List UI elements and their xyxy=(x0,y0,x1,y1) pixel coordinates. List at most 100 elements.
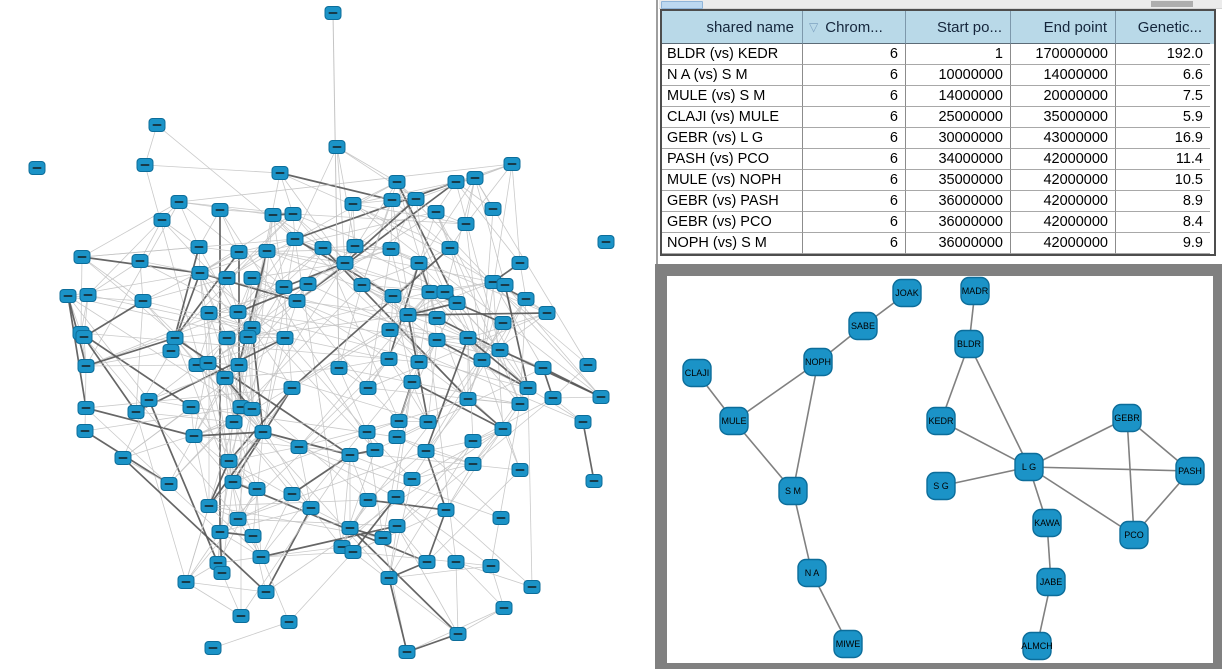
graph-edge xyxy=(207,362,230,462)
graph-node-n-a[interactable] xyxy=(797,558,827,588)
column-header-label: Chrom... xyxy=(825,18,883,36)
filter-icon[interactable]: ▽ xyxy=(809,20,819,34)
table-row[interactable]: PASH (vs) PCO 6 34000000 42000000 11.4 xyxy=(662,149,1214,170)
graph-node-label xyxy=(498,428,508,430)
graph-edge xyxy=(226,181,398,279)
graph-edge xyxy=(228,446,300,462)
graph-edge xyxy=(256,488,262,558)
graph-edge xyxy=(260,525,398,558)
graph-node-label xyxy=(348,551,358,553)
graph-node-jabe[interactable] xyxy=(1036,567,1066,597)
graph-node-bldr[interactable] xyxy=(954,329,984,359)
graph-edge xyxy=(298,420,400,448)
table-row[interactable]: MULE (vs) S M 6 14000000 20000000 7.5 xyxy=(662,86,1214,107)
panel-splitter[interactable] xyxy=(656,0,658,264)
column-header-label: shared name xyxy=(706,18,794,36)
table-row[interactable]: GEBR (vs) PCO 6 36000000 42000000 8.4 xyxy=(662,212,1214,233)
graph-edge xyxy=(396,440,474,527)
table-row[interactable]: BLDR (vs) KEDR 6 1 170000000 192.0 xyxy=(662,44,1214,65)
graph-node-label xyxy=(144,399,154,401)
overview-network-canvas[interactable] xyxy=(0,0,660,669)
graph-node-label xyxy=(583,364,593,366)
graph-edge xyxy=(418,291,431,363)
graph-edge xyxy=(411,463,474,480)
graph-node-miwe[interactable] xyxy=(833,629,863,659)
graph-node-claji[interactable] xyxy=(682,358,712,388)
detail-network-canvas[interactable]: JOAK MADR SABE BLDR NOPH CLAJI MULE KEDR GEBR L G… xyxy=(667,276,1213,663)
cell-value: 42000000 xyxy=(1011,233,1116,254)
graph-edge xyxy=(395,496,505,609)
graph-node-noph[interactable] xyxy=(803,347,833,377)
table-row[interactable]: GEBR (vs) L G 6 30000000 43000000 16.9 xyxy=(662,128,1214,149)
graph-edge xyxy=(233,421,293,495)
graph-node-l-g[interactable] xyxy=(1014,452,1044,482)
graph-node-label xyxy=(515,469,525,471)
graph-edge xyxy=(465,163,513,225)
graph-node-s-g[interactable] xyxy=(926,471,956,501)
graph-node-label xyxy=(81,407,91,409)
column-header-start-position[interactable]: Start po... xyxy=(906,11,1011,44)
graph-edge xyxy=(178,163,513,203)
graph-node-label xyxy=(495,349,505,351)
cell-value: 8.9 xyxy=(1116,191,1210,212)
graph-edge xyxy=(425,398,469,452)
scrollbar-block[interactable] xyxy=(1151,1,1193,7)
graph-edge xyxy=(84,365,87,432)
graph-node-label xyxy=(523,387,533,389)
graph-edge xyxy=(332,12,340,369)
graph-edge xyxy=(185,531,221,583)
horizontal-scrollbar[interactable] xyxy=(659,0,1222,9)
graph-edge xyxy=(122,457,267,593)
graph-node-joak[interactable] xyxy=(892,278,922,308)
graph-node-pash[interactable] xyxy=(1175,456,1205,486)
graph-node-label xyxy=(500,284,510,286)
graph-edge xyxy=(336,146,398,183)
table-row[interactable]: CLAJI (vs) MULE 6 25000000 35000000 5.9 xyxy=(662,107,1214,128)
graph-node-gebr[interactable] xyxy=(1112,403,1142,433)
graph-node-label xyxy=(224,460,234,462)
graph-node-label xyxy=(174,201,184,203)
graph-node-label xyxy=(83,294,93,296)
graph-edge xyxy=(582,421,595,482)
graph-node-mule[interactable] xyxy=(719,406,749,436)
table-row[interactable]: GEBR (vs) PASH 6 36000000 42000000 8.9 xyxy=(662,191,1214,212)
detail-network-canvas-background: JOAK MADR SABE BLDR NOPH CLAJI MULE KEDR GEBR L G… xyxy=(667,276,1213,663)
graph-node-s-m[interactable] xyxy=(778,476,808,506)
graph-edge xyxy=(142,251,240,302)
graph-edge xyxy=(219,209,294,215)
graph-node-label: MULE xyxy=(721,416,746,426)
graph-edge xyxy=(388,440,474,579)
graph-edge xyxy=(388,525,398,579)
graph-edge xyxy=(251,327,293,389)
column-header-genetic[interactable]: Genetic... xyxy=(1116,11,1210,44)
column-header-chromosome[interactable]: ▽ Chrom... xyxy=(803,11,906,44)
cell-shared-name: BLDR (vs) KEDR xyxy=(662,44,803,65)
graph-node-almch[interactable] xyxy=(1022,631,1052,661)
graph-node-sabe[interactable] xyxy=(848,311,878,341)
table-row[interactable]: MULE (vs) NOPH 6 35000000 42000000 10.5 xyxy=(662,170,1214,191)
graph-node-kawa[interactable] xyxy=(1032,508,1062,538)
graph-node-label xyxy=(203,362,213,364)
table-row[interactable]: N A (vs) S M 6 10000000 14000000 6.6 xyxy=(662,65,1214,86)
graph-node-label xyxy=(345,527,355,529)
cell-shared-name: MULE (vs) NOPH xyxy=(662,170,803,191)
graph-edge xyxy=(84,406,242,432)
scrollbar-thumb[interactable] xyxy=(661,1,703,9)
cell-value: 10000000 xyxy=(906,65,1011,86)
graph-edge xyxy=(1028,466,1191,472)
graph-node-kedr[interactable] xyxy=(926,406,956,436)
graph-edge xyxy=(474,177,506,286)
graph-node-label xyxy=(215,531,225,533)
table-row[interactable]: NOPH (vs) S M 6 36000000 42000000 9.9 xyxy=(662,233,1214,254)
graph-node-pco[interactable] xyxy=(1119,520,1149,550)
graph-edge xyxy=(67,295,242,408)
graph-node-label xyxy=(287,387,297,389)
graph-node-label xyxy=(164,483,174,485)
column-header-shared-name[interactable]: shared name xyxy=(662,11,803,44)
graph-node-label xyxy=(515,262,525,264)
graph-node-label xyxy=(140,164,150,166)
graph-edge xyxy=(279,172,346,264)
graph-edge xyxy=(455,561,459,635)
column-header-end-point[interactable]: End point xyxy=(1011,11,1116,44)
graph-node-madr[interactable] xyxy=(960,276,990,306)
